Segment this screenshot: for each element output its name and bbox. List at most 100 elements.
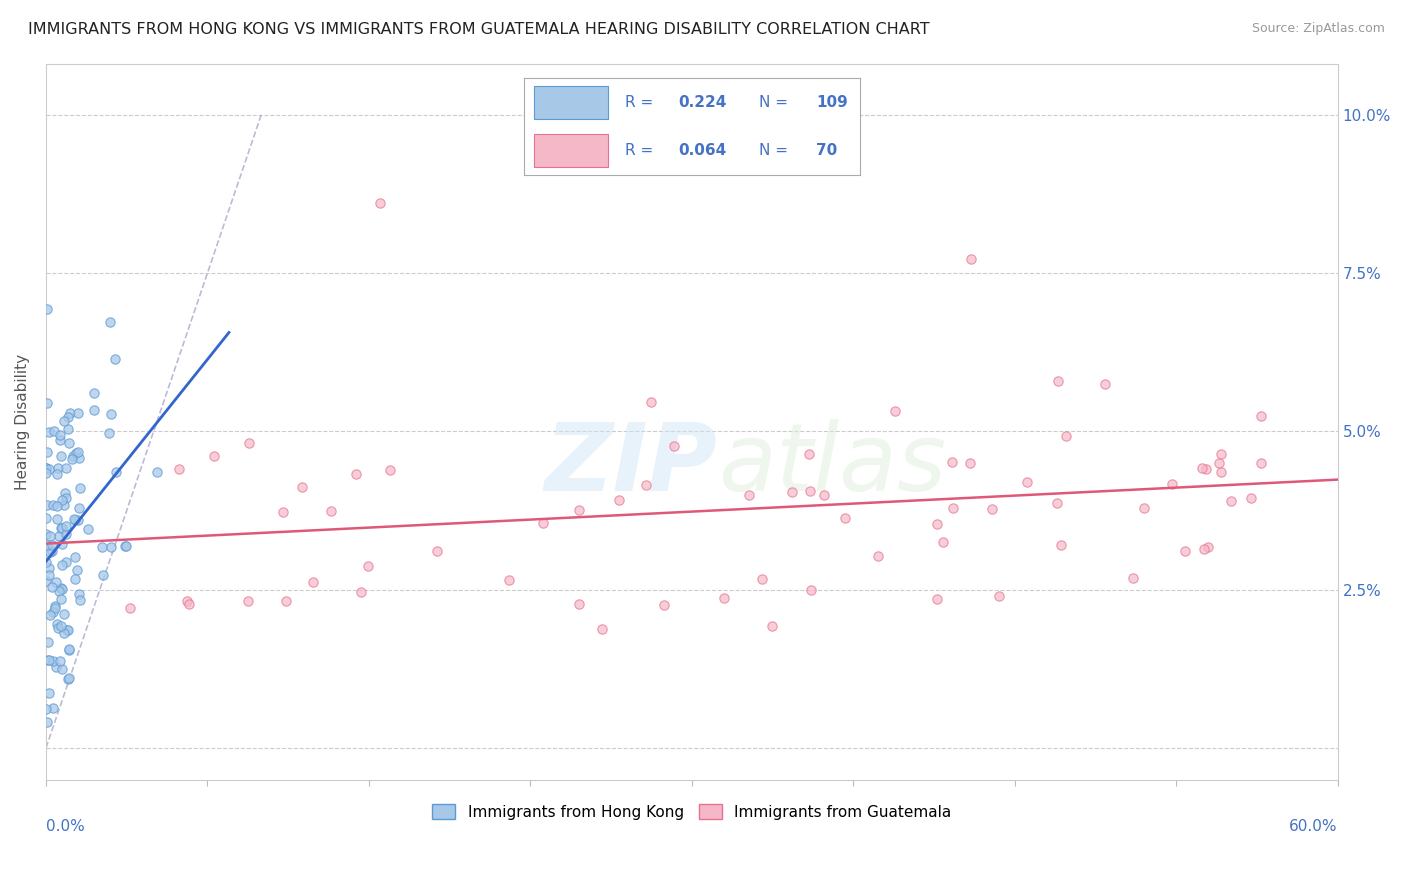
Point [942, 501, 965, 516]
Point [58, 422, 80, 436]
Point [58, 642, 80, 657]
Point [100, 540, 122, 554]
Point [63, 513, 86, 527]
Point [35, 702, 58, 716]
Point [39, 544, 62, 558]
Point [120, 600, 142, 615]
Point [44, 601, 66, 615]
Text: 0.0%: 0.0% [46, 819, 84, 834]
Point [41, 538, 63, 552]
Point [167, 462, 190, 476]
Point [800, 583, 823, 598]
Point [44, 599, 66, 614]
Point [66, 406, 89, 420]
Point [38, 685, 60, 699]
Point [274, 593, 297, 607]
Point [55, 519, 77, 533]
Point [62, 449, 84, 463]
Point [56, 624, 79, 638]
Point [238, 593, 260, 607]
Point [65, 573, 87, 587]
Point [238, 435, 260, 450]
Point [66, 563, 89, 577]
Point [45, 574, 67, 589]
Point [568, 503, 591, 517]
Point [58, 409, 80, 424]
Point [38, 528, 60, 542]
Point [49, 592, 72, 607]
Point [55, 461, 77, 475]
Point [51, 537, 73, 551]
Point [35, 510, 58, 524]
Point [1122, 571, 1144, 585]
Point [91, 568, 114, 582]
Point [531, 516, 554, 531]
Point [1094, 376, 1116, 391]
Point [179, 597, 201, 611]
Point [45, 660, 67, 674]
Point [1015, 475, 1038, 489]
Text: 60.0%: 60.0% [1289, 819, 1337, 834]
Point [1211, 447, 1233, 461]
Point [42, 498, 65, 512]
Point [98, 425, 121, 440]
Point [1250, 409, 1272, 423]
Point [981, 502, 1004, 516]
Point [46, 512, 69, 526]
Point [1250, 457, 1272, 471]
Point [1219, 494, 1241, 508]
Point [67, 450, 90, 465]
Point [58, 672, 80, 686]
Point [83, 385, 105, 400]
Point [38, 462, 60, 476]
Point [69, 481, 91, 495]
Point [53, 414, 76, 428]
Point [38, 568, 60, 582]
Point [83, 402, 105, 417]
Point [55, 555, 77, 569]
Point [67, 501, 90, 516]
Point [46, 461, 69, 475]
Point [42, 424, 65, 438]
Point [1191, 460, 1213, 475]
Point [319, 504, 342, 518]
Point [797, 447, 820, 461]
Point [37, 302, 59, 317]
Point [48, 529, 70, 543]
Point [1174, 544, 1197, 558]
Text: Source: ZipAtlas.com: Source: ZipAtlas.com [1251, 22, 1385, 36]
Point [90, 540, 112, 554]
Point [941, 455, 963, 469]
Point [834, 511, 856, 525]
Point [63, 512, 86, 526]
Point [48, 621, 70, 635]
Point [51, 492, 73, 507]
Point [67, 587, 90, 601]
Point [37, 653, 59, 667]
Point [49, 654, 72, 668]
Y-axis label: Hearing Disability: Hearing Disability [15, 354, 30, 490]
Point [357, 559, 380, 574]
Point [35, 527, 58, 541]
Point [925, 592, 948, 607]
Point [271, 505, 294, 519]
Point [664, 439, 686, 453]
Point [37, 396, 59, 410]
Point [146, 465, 169, 479]
Point [591, 622, 613, 636]
Point [51, 582, 73, 596]
Point [67, 445, 90, 459]
Point [48, 428, 70, 442]
Point [883, 403, 905, 417]
Point [77, 522, 100, 536]
Point [49, 581, 72, 595]
Point [100, 407, 122, 421]
Point [799, 483, 821, 498]
Point [1050, 538, 1073, 552]
Point [65, 446, 87, 460]
Point [959, 456, 981, 470]
Point [640, 394, 662, 409]
Point [1211, 465, 1233, 479]
Point [751, 572, 773, 586]
Point [56, 672, 79, 686]
